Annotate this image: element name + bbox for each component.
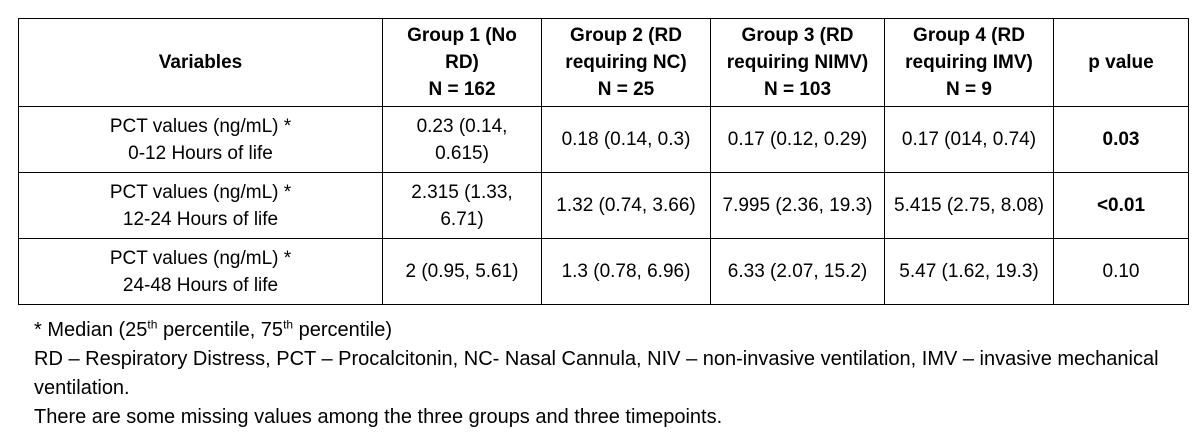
time-window: 12-24 Hours of life — [122, 208, 279, 230]
header-n: N = 9 — [946, 79, 992, 100]
header-label: Group 3 (RD requiring NIMV) — [726, 25, 869, 73]
value-cell: 1.32 (0.74, 3.66) — [541, 172, 711, 239]
value-cell: 5.47 (1.62, 19.3) — [884, 238, 1054, 305]
abbreviation-note: RD – Respiratory Distress, PCT – Procalc… — [34, 348, 1159, 399]
header-cell: p value — [1053, 18, 1189, 107]
table-row: PCT values (ng/mL) * 12-24 Hours of life 2… — [18, 172, 1189, 239]
variable-name: PCT values (ng/mL) * — [109, 247, 292, 269]
time-window: 0-12 Hours of life — [128, 142, 273, 164]
header-label: Group 2 (RD requiring NC) — [565, 25, 687, 73]
header-label: Group 1 (No RD) — [407, 25, 517, 73]
note-text: percentile) — [293, 319, 393, 341]
table-row: PCT values (ng/mL) * 0-12 Hours of life 0.… — [18, 106, 1189, 173]
p-value-cell: <0.01 — [1053, 172, 1189, 239]
superscript: th — [283, 317, 294, 332]
table-body: PCT values (ng/mL) * 0-12 Hours of life 0.… — [18, 106, 1189, 305]
variable-cell: PCT values (ng/mL) * 12-24 Hours of life — [18, 172, 383, 239]
value-cell: 0.18 (0.14, 0.3) — [541, 106, 711, 173]
variable-name: PCT values (ng/mL) * — [109, 115, 292, 137]
header-cell: Group 1 (No RD) N = 162 — [382, 18, 542, 107]
value-cell: 5.415 (2.75, 8.08) — [884, 172, 1054, 239]
value-cell: 0.17 (0.12, 0.29) — [710, 106, 885, 173]
value-cell: 6.33 (2.07, 15.2) — [710, 238, 885, 305]
header-n: N = 25 — [597, 79, 655, 100]
value-cell: 2 (0.95, 5.61) — [382, 238, 542, 305]
note-text: * Median (25 — [34, 319, 148, 341]
header-label: p value — [1088, 52, 1154, 73]
p-value-cell: 0.03 — [1053, 106, 1189, 173]
note-text: percentile, 75 — [157, 319, 284, 341]
results-table: Variables Group 1 (No RD) N = 162 Group 2 (… — [18, 18, 1189, 305]
missing-note: There are some missing values among the … — [34, 406, 723, 428]
variable-cell: PCT values (ng/mL) * 0-12 Hours of life — [18, 106, 383, 173]
superscript: th — [147, 317, 158, 332]
header-label: Variables — [158, 52, 243, 73]
time-window: 24-48 Hours of life — [122, 274, 279, 296]
header-cell: Group 4 (RD requiring IMV) N = 9 — [884, 18, 1054, 107]
table-row: PCT values (ng/mL) * 24-48 Hours of life 2… — [18, 238, 1189, 305]
variable-name: PCT values (ng/mL) * — [109, 181, 292, 203]
value-cell: 1.3 (0.78, 6.96) — [541, 238, 711, 305]
median-note: * Median (25th percentile, 75th percenti… — [34, 316, 1194, 345]
p-value-cell: 0.10 — [1053, 238, 1189, 305]
footnotes: * Median (25th percentile, 75th percenti… — [34, 316, 1194, 432]
variable-cell: PCT values (ng/mL) * 24-48 Hours of life — [18, 238, 383, 305]
value-cell: 0.23 (0.14, 0.615) — [382, 106, 542, 173]
value-cell: 7.995 (2.36, 19.3) — [710, 172, 885, 239]
header-row: Variables Group 1 (No RD) N = 162 Group 2 (… — [18, 18, 1189, 107]
value-cell: 0.17 (014, 0.74) — [884, 106, 1054, 173]
header-cell: Group 2 (RD requiring NC) N = 25 — [541, 18, 711, 107]
header-n: N = 162 — [428, 79, 496, 100]
header-cell: Variables — [18, 18, 383, 107]
header-n: N = 103 — [763, 79, 832, 100]
value-cell: 2.315 (1.33, 6.71) — [382, 172, 542, 239]
header-label: Group 4 (RD requiring IMV) — [905, 25, 1033, 73]
header-cell: Group 3 (RD requiring NIMV) N = 103 — [710, 18, 885, 107]
